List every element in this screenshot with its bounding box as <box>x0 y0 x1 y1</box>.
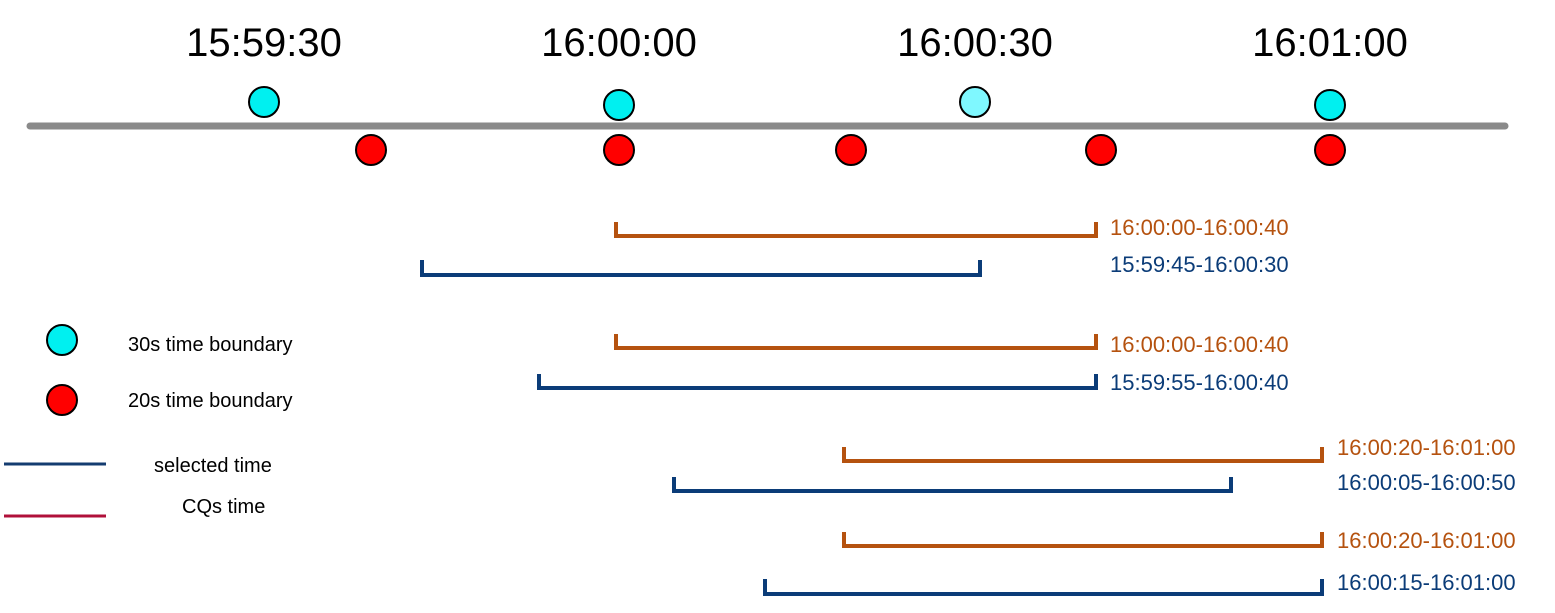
cq-time-label: 16:00:20-16:01:00 <box>1337 435 1516 460</box>
selected-time-bracket <box>763 579 1324 596</box>
cq-time-bracket <box>614 222 1098 238</box>
boundary-20s-marker <box>355 134 387 166</box>
boundary-30s-marker <box>1314 89 1346 121</box>
cq-time-label: 16:00:00-16:00:40 <box>1110 215 1289 240</box>
legend-cqs-time-label: CQs time <box>182 496 265 518</box>
selected-time-label: 15:59:45-16:00:30 <box>1110 252 1289 277</box>
cq-time-label: 16:00:00-16:00:40 <box>1110 332 1289 357</box>
selected-time-label: 15:59:55-16:00:40 <box>1110 370 1289 395</box>
cq-time-bracket <box>614 334 1098 350</box>
cq-time-bracket <box>842 447 1324 463</box>
boundary-20s-marker <box>1085 134 1117 166</box>
selected-time-bracket <box>420 260 982 277</box>
boundary-30s-marker <box>603 89 635 121</box>
selected-time-label: 16:00:05-16:00:50 <box>1337 470 1516 495</box>
selected-time-label: 16:00:15-16:01:00 <box>1337 570 1516 595</box>
legend-selected-time-label: selected time <box>154 455 272 477</box>
cq-time-bracket <box>842 532 1324 548</box>
boundary-30s-marker <box>248 86 280 118</box>
boundary-20s-marker <box>603 134 635 166</box>
tick-label-15-59-30: 15:59:30 <box>186 21 342 65</box>
boundary-20s-marker <box>835 134 867 166</box>
cq-time-label: 16:00:20-16:01:00 <box>1337 528 1516 553</box>
boundary-20s-marker <box>1314 134 1346 166</box>
tick-label-16-00-00: 16:00:00 <box>541 21 697 65</box>
selected-time-bracket <box>672 477 1233 493</box>
tick-label-16-01-00: 16:01:00 <box>1252 21 1408 65</box>
legend-30s-boundary-label: 30s time boundary <box>128 334 293 356</box>
selected-time-bracket <box>537 374 1098 390</box>
legend-20s-boundary-marker <box>46 384 78 416</box>
tick-label-16-00-30: 16:00:30 <box>897 21 1053 65</box>
boundary-30s-marker <box>959 86 991 118</box>
legend-20s-boundary-label: 20s time boundary <box>128 390 293 412</box>
legend-30s-boundary-marker <box>46 324 78 356</box>
